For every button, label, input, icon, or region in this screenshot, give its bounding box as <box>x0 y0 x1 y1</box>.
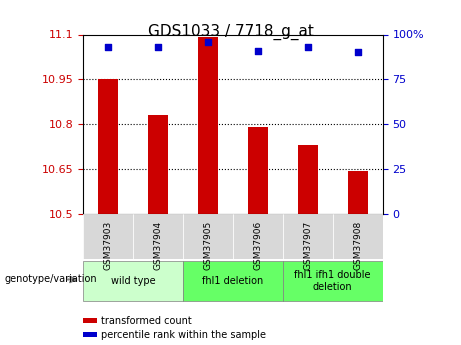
FancyBboxPatch shape <box>283 214 333 259</box>
Text: GSM37905: GSM37905 <box>203 221 213 270</box>
Bar <box>248 127 268 214</box>
Text: GSM37906: GSM37906 <box>253 221 262 270</box>
FancyBboxPatch shape <box>183 214 233 259</box>
FancyBboxPatch shape <box>233 214 283 259</box>
Bar <box>98 79 118 214</box>
FancyBboxPatch shape <box>83 214 133 259</box>
Bar <box>148 115 168 214</box>
Bar <box>298 145 318 214</box>
Text: GSM37903: GSM37903 <box>103 221 112 270</box>
FancyBboxPatch shape <box>83 261 183 302</box>
Point <box>304 44 311 50</box>
Text: genotype/variation: genotype/variation <box>5 275 97 284</box>
FancyBboxPatch shape <box>283 261 383 302</box>
Text: wild type: wild type <box>111 276 155 286</box>
Bar <box>198 38 218 214</box>
Point <box>204 39 212 45</box>
Point <box>104 44 112 50</box>
Bar <box>348 170 367 214</box>
Text: transformed count: transformed count <box>101 316 192 326</box>
Point <box>254 48 261 53</box>
Point <box>154 44 161 50</box>
Text: GSM37907: GSM37907 <box>303 221 312 270</box>
Text: GSM37904: GSM37904 <box>154 221 162 270</box>
Text: fhl1 deletion: fhl1 deletion <box>202 276 263 286</box>
Text: GDS1033 / 7718_g_at: GDS1033 / 7718_g_at <box>148 24 313 40</box>
Text: fhl1 ifh1 double
deletion: fhl1 ifh1 double deletion <box>295 270 371 292</box>
Text: percentile rank within the sample: percentile rank within the sample <box>101 330 266 339</box>
Point <box>354 50 361 55</box>
FancyBboxPatch shape <box>133 214 183 259</box>
Text: GSM37908: GSM37908 <box>353 221 362 270</box>
FancyBboxPatch shape <box>333 214 383 259</box>
FancyBboxPatch shape <box>183 261 283 302</box>
